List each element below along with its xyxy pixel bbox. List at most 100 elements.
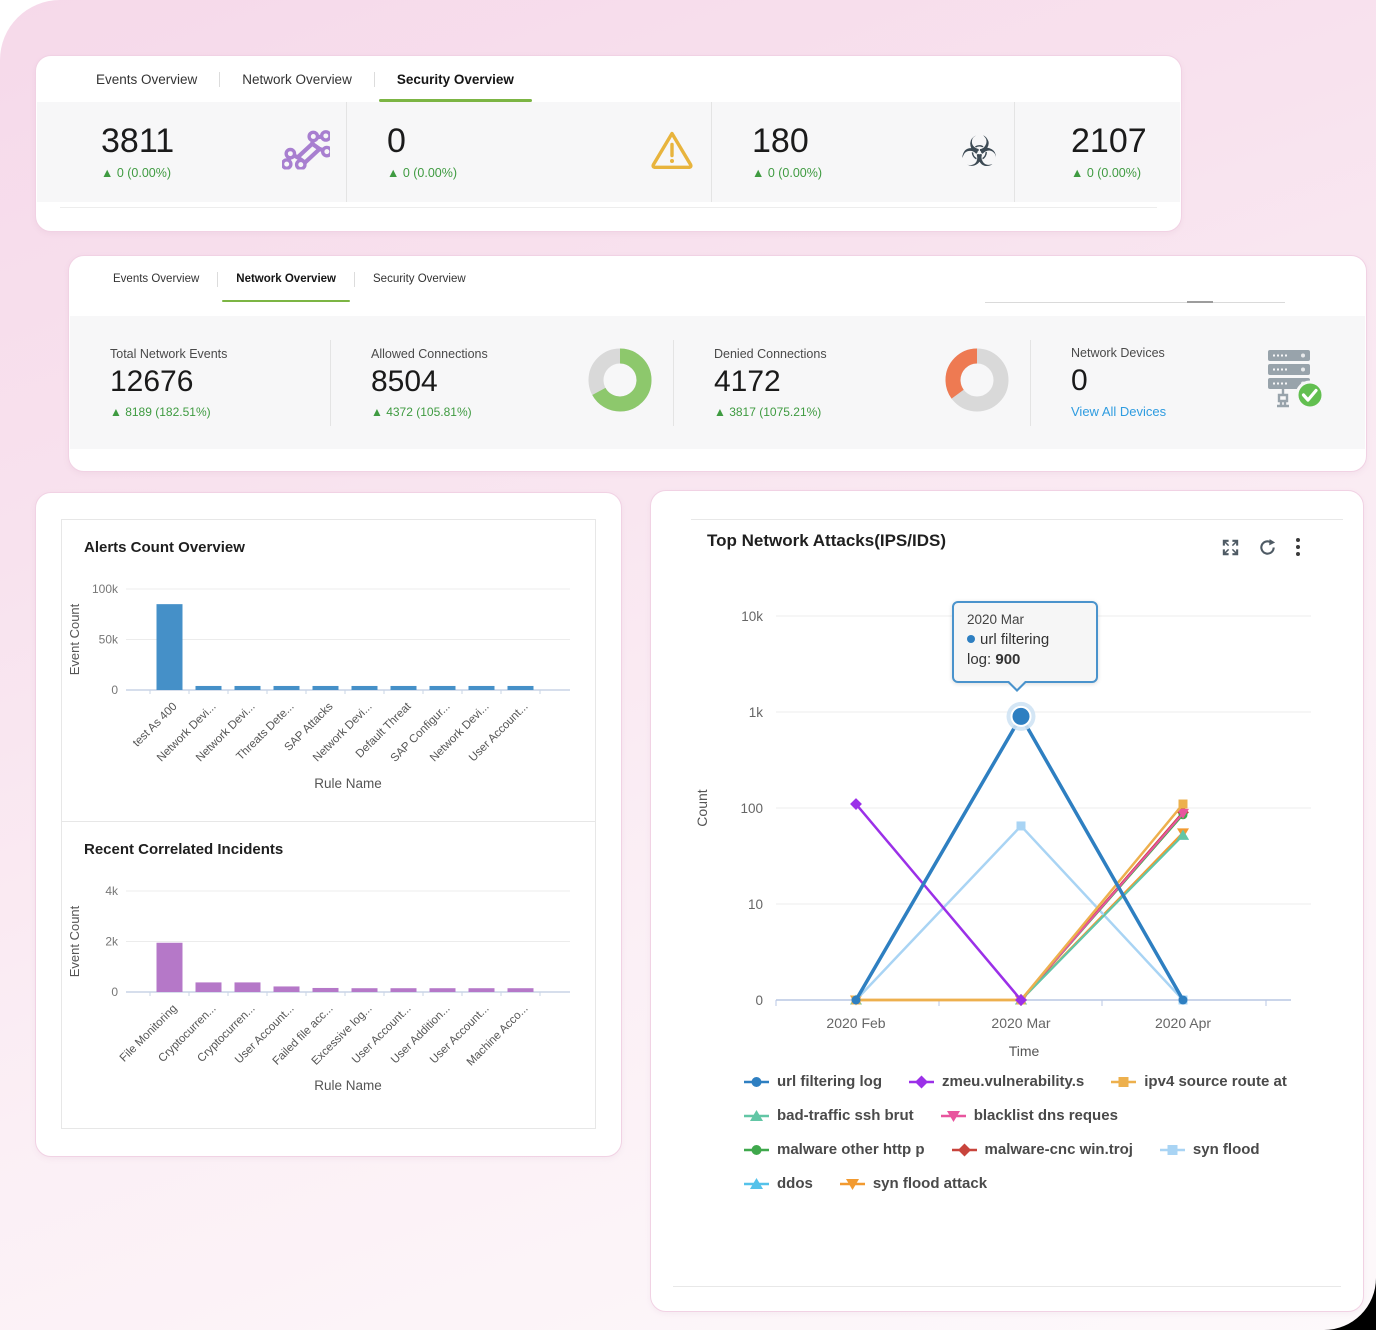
- widget-top-divider: [691, 519, 1343, 520]
- tab-network-overview[interactable]: Network Overview: [242, 71, 352, 87]
- legend-label: zmeu.vulnerability.s: [942, 1073, 1085, 1090]
- section-divider: [60, 207, 1157, 208]
- stat-value: 12676: [110, 364, 194, 398]
- network-card-tabs: Events Overview Network Overview Securit…: [69, 256, 1366, 302]
- stat-value: 3811: [101, 122, 175, 160]
- security-overview-card: Events Overview Network Overview Securit…: [35, 55, 1182, 232]
- tab-network-overview[interactable]: Network Overview: [218, 256, 354, 302]
- warning-icon: [649, 129, 695, 176]
- stat-delta: ▲ 0 (0.00%): [1071, 166, 1142, 180]
- stat-divider: [1030, 339, 1031, 426]
- legend-item[interactable]: zmeu.vulnerability.s: [908, 1073, 1084, 1090]
- svg-text:10k: 10k: [741, 609, 763, 624]
- tooltip-value-line: url filtering log: 900: [967, 631, 1050, 669]
- tab-separator: [217, 271, 219, 287]
- svg-text:0: 0: [755, 993, 763, 1008]
- tab-events-overview[interactable]: Events Overview: [96, 71, 198, 87]
- series-color-dot: [967, 635, 975, 643]
- denied-connections-donut: [942, 345, 1012, 420]
- stat-attacks: 2107 ▲ 0 (0.00%): [1015, 102, 1180, 202]
- stat-label: Denied Connections: [714, 346, 827, 361]
- svg-text:50k: 50k: [99, 633, 119, 647]
- widget-bottom-divider: [673, 1286, 1341, 1287]
- legend-label: syn flood: [1192, 1141, 1260, 1158]
- top-network-attacks-card: Top Network Attacks(IPS/IDS) 0 10 10: [650, 490, 1364, 1312]
- stat-delta: ▲ 0 (0.00%): [387, 166, 458, 180]
- legend-item[interactable]: malware other http p: [743, 1141, 925, 1158]
- tab-separator: [219, 71, 221, 87]
- molecule-icon: [280, 130, 333, 175]
- expand-icon[interactable]: [1221, 538, 1240, 557]
- legend-item[interactable]: ddos: [743, 1175, 813, 1192]
- legend-label: syn flood attack: [872, 1175, 988, 1192]
- stat-divider: [330, 339, 331, 426]
- legend-label: malware other http p: [777, 1141, 925, 1158]
- tooltip-date: 2020 Mar: [967, 612, 1025, 627]
- network-stats-strip: Total Network Events 12676 ▲ 8189 (182.5…: [70, 316, 1365, 449]
- stat-delta: ▲ 3817 (1075.21%): [714, 404, 822, 419]
- svg-text:Event Count: Event Count: [67, 603, 82, 675]
- stat-label: Allowed Connections: [371, 346, 488, 361]
- legend-item[interactable]: syn flood: [1159, 1141, 1260, 1158]
- svg-text:2020 Feb: 2020 Feb: [826, 1015, 885, 1031]
- recent-correlated-incidents-widget: Recent Correlated Incidents 0 2k 4k File Mo…: [61, 821, 596, 1129]
- network-attacks-line-chart[interactable]: 0 10 100 1k 10k 2020 Feb 2020 Mar 2020 Apr Time C…: [651, 581, 1363, 1076]
- stat-denied-connections: Denied Connections 4172 ▲ 3817 (1075.21%…: [676, 316, 1028, 449]
- svg-text:0: 0: [111, 985, 118, 999]
- tab-events-overview[interactable]: Events Overview: [113, 273, 200, 285]
- svg-text:4k: 4k: [105, 884, 119, 898]
- security-stats-strip: 3811 ▲ 0 (0.00%): [37, 102, 1180, 202]
- legend-item[interactable]: syn flood attack: [839, 1175, 987, 1192]
- widget-title: Recent Correlated Incidents: [84, 841, 284, 858]
- security-card-tabs: Events Overview Network Overview Securit…: [36, 56, 1181, 102]
- legend-label: malware-cnc win.troj: [984, 1141, 1133, 1158]
- view-all-devices-link[interactable]: View All Devices: [1071, 404, 1167, 419]
- legend-item[interactable]: blacklist dns reques: [940, 1107, 1118, 1124]
- legend-label: blacklist dns reques: [973, 1107, 1118, 1124]
- cropped-search-box[interactable]: [985, 290, 1285, 303]
- legend-label: ipv4 source route at: [1144, 1073, 1287, 1090]
- stat-value: 4172: [714, 364, 781, 398]
- refresh-icon[interactable]: [1258, 538, 1277, 557]
- stat-correlation-events: 3811 ▲ 0 (0.00%): [37, 102, 347, 202]
- network-overview-card: Events Overview Network Overview Securit…: [68, 255, 1367, 472]
- svg-text:100k: 100k: [92, 582, 119, 596]
- stat-total-network-events: Total Network Events 12676 ▲ 8189 (182.5…: [110, 316, 328, 449]
- stat-value: 180: [752, 122, 809, 160]
- svg-text:Count: Count: [694, 789, 710, 826]
- legend-label: bad-traffic ssh brut: [777, 1107, 914, 1124]
- allowed-connections-donut: [585, 345, 655, 420]
- widget-title: Alerts Count Overview: [84, 539, 245, 556]
- stat-value: 8504: [371, 364, 438, 398]
- stat-allowed-connections: Allowed Connections 8504 ▲ 4372 (105.81%…: [333, 316, 671, 449]
- stat-delta: ▲ 0 (0.00%): [752, 166, 823, 180]
- svg-text:2020 Mar: 2020 Mar: [991, 1015, 1050, 1031]
- stat-value: 2107: [1071, 122, 1147, 160]
- alerts-count-overview-widget: Alerts Count Overview 0 50k 100k test As 40…: [61, 519, 596, 822]
- legend-item[interactable]: url filtering log: [743, 1073, 882, 1090]
- stat-value: 0: [387, 122, 406, 160]
- stat-delta: ▲ 0 (0.00%): [101, 166, 172, 180]
- stat-threats: 180 ▲ 0 (0.00%) ☣: [712, 102, 1015, 202]
- stat-delta: ▲ 8189 (182.51%): [110, 404, 211, 419]
- tab-security-overview[interactable]: Security Overview: [373, 273, 466, 285]
- stat-warnings: 0 ▲ 0 (0.00%): [347, 102, 712, 202]
- stat-network-devices: Network Devices 0 View All Devices: [1033, 316, 1365, 449]
- legend-item[interactable]: bad-traffic ssh brut: [743, 1107, 914, 1124]
- legend-item[interactable]: ipv4 source route at: [1110, 1073, 1287, 1090]
- tab-separator: [354, 271, 355, 287]
- legend-label: ddos: [777, 1175, 813, 1192]
- widget-title: Top Network Attacks(IPS/IDS): [707, 531, 946, 550]
- server-icon: [1253, 347, 1329, 418]
- chart-tooltip: 2020 Mar url filtering log: 900: [952, 601, 1098, 691]
- stat-value: 0: [1071, 364, 1088, 397]
- kebab-menu-icon[interactable]: [1295, 537, 1301, 557]
- tab-security-overview[interactable]: Security Overview: [375, 56, 536, 102]
- legend-item[interactable]: malware-cnc win.troj: [951, 1141, 1133, 1158]
- svg-text:Time: Time: [1009, 1043, 1040, 1059]
- tab-separator: [373, 71, 375, 87]
- svg-text:2k: 2k: [105, 935, 119, 949]
- stat-label: Network Devices: [1071, 346, 1165, 360]
